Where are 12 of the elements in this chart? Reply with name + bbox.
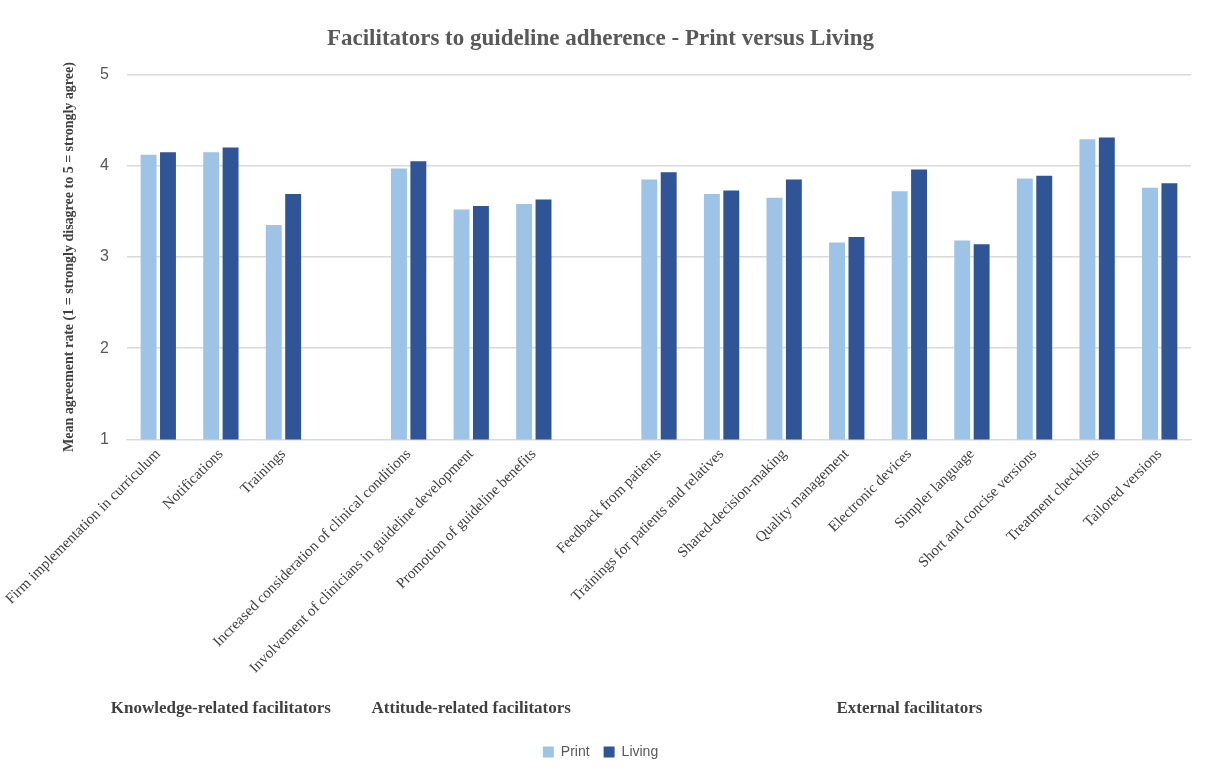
legend-label: Living: [621, 742, 659, 759]
y-tick-label: 4: [100, 156, 110, 174]
legend-label: Print: [560, 742, 590, 759]
text: Knowledge-related facilitators: [110, 698, 332, 718]
text: External facilitators: [836, 698, 983, 718]
y-tick-label: 2: [100, 338, 110, 356]
text: Attitude-related facilitators: [371, 698, 572, 718]
chart-title: Facilitators to guideline adherence - Print versus Living: [326, 24, 875, 50]
y-axis-title: Mean agreement rate (1 = strongly disagree to 5 = strongly agree): [61, 61, 78, 452]
y-tick-label: 5: [100, 65, 110, 83]
y-tick-label: 1: [100, 429, 110, 447]
y-tick-label: 3: [100, 247, 110, 265]
